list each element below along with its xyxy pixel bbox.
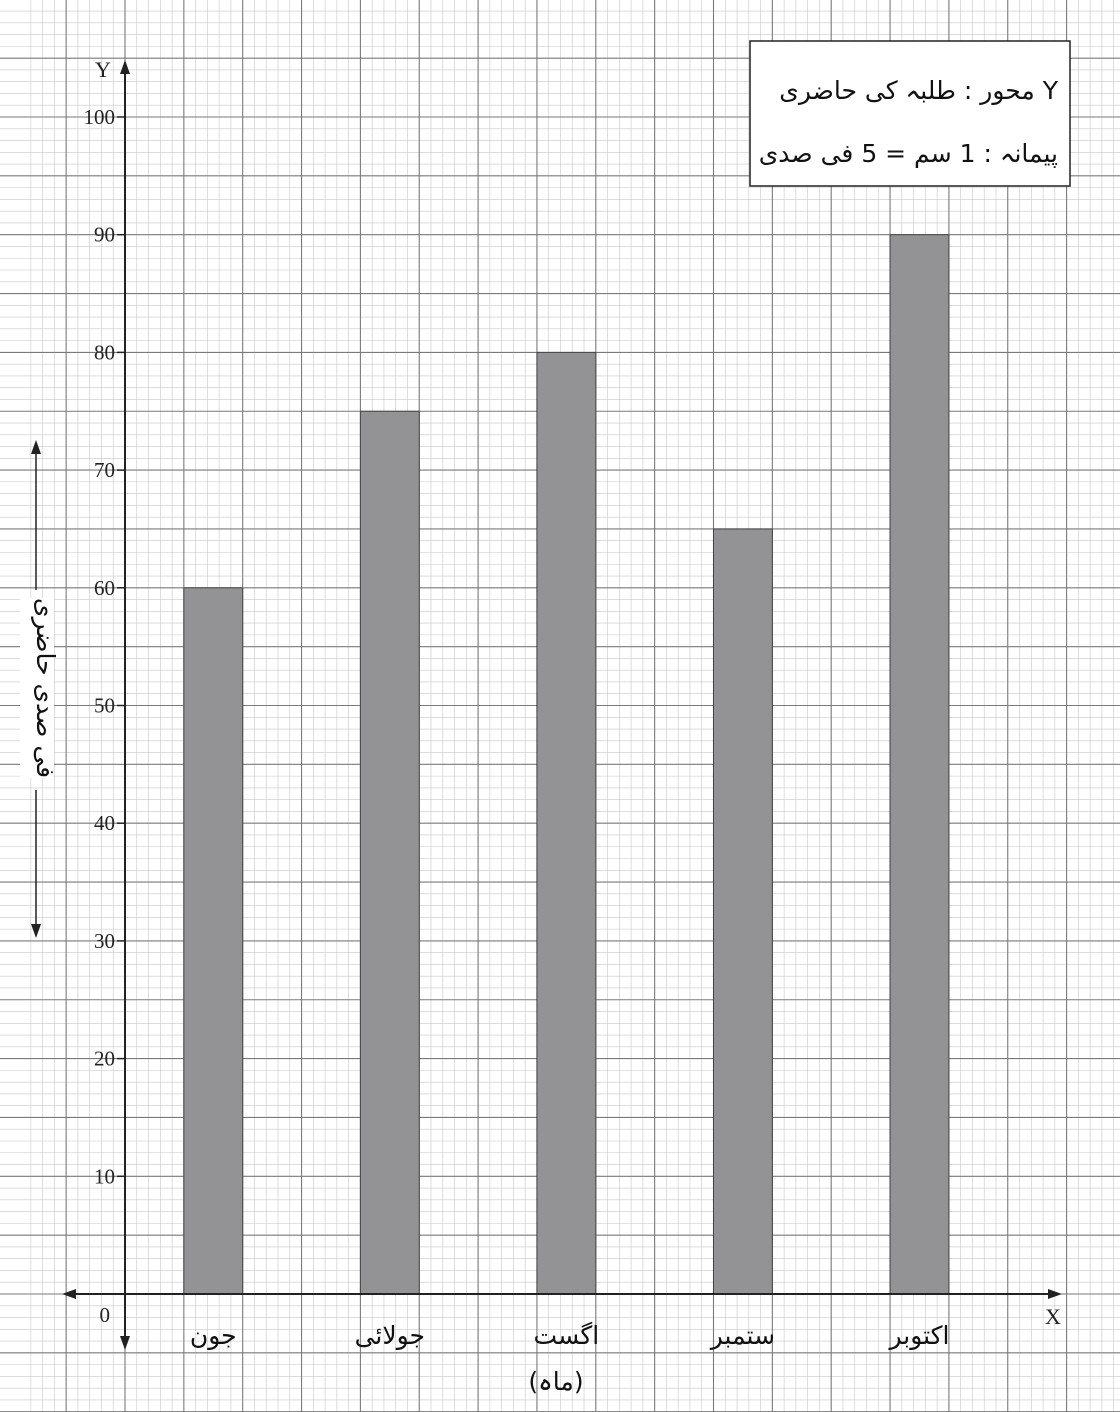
y-axis-letter: Y [95,57,111,82]
x-tick-label-5: اکتوبر [887,1321,949,1350]
y-tick-label-10: 10 [94,1164,115,1188]
bar-2 [359,410,420,1295]
bar-5 [889,234,950,1295]
origin-label: 0 [100,1303,111,1327]
y-tick-label-30: 30 [94,929,115,953]
y-title-arrow-up-head [31,440,41,454]
x-tick-label-4: ستمبر [709,1321,775,1350]
x-category-labels: جون جولائی اگست ستمبر اکتوبر [190,1321,950,1350]
x-axis-title: (ماہ) [528,1367,583,1396]
y-title-bg [20,598,54,778]
bars-group [183,234,950,1295]
y-axis-title: فی صدی حاضری [31,598,60,778]
x-tick-label-3: اگست [534,1321,600,1350]
y-tick-label-80: 80 [94,340,115,364]
bar-4 [713,528,773,1295]
x-axis-arrow-right [1048,1289,1062,1299]
x-axis-letter: X [1045,1304,1061,1329]
y-tick-label-40: 40 [94,811,115,835]
y-tick-label-60: 60 [94,576,115,600]
y-title-arrow-down-head [31,924,41,938]
y-tick-label-90: 90 [94,223,115,247]
y-axis-title-group: فی صدی حاضری [20,440,60,938]
legend-line-1: Y محور : طلبہ کی حاضری [779,76,1058,105]
y-axis-arrow-up [120,60,130,74]
y-tick-label-50: 50 [94,694,115,718]
legend-box: Y محور : طلبہ کی حاضری پیمانہ : 1 سم = 5… [749,40,1071,187]
legend-frame [749,40,1071,187]
y-tick-labels: 10 20 30 40 50 60 70 80 90 100 [84,105,125,1188]
y-tick-label-20: 20 [94,1047,115,1071]
bar-3 [536,351,597,1295]
bar-1 [183,587,244,1295]
legend-line-2: پیمانہ : 1 سم = 5 فی صدی [759,139,1058,169]
y-tick-label-100: 100 [84,105,116,129]
y-axis-arrow-down [120,1336,130,1350]
y-tick-label-70: 70 [94,458,115,482]
x-tick-label-2: جولائی [355,1321,425,1350]
x-tick-label-1: جون [190,1321,237,1350]
x-axis-arrow-left [62,1289,76,1299]
